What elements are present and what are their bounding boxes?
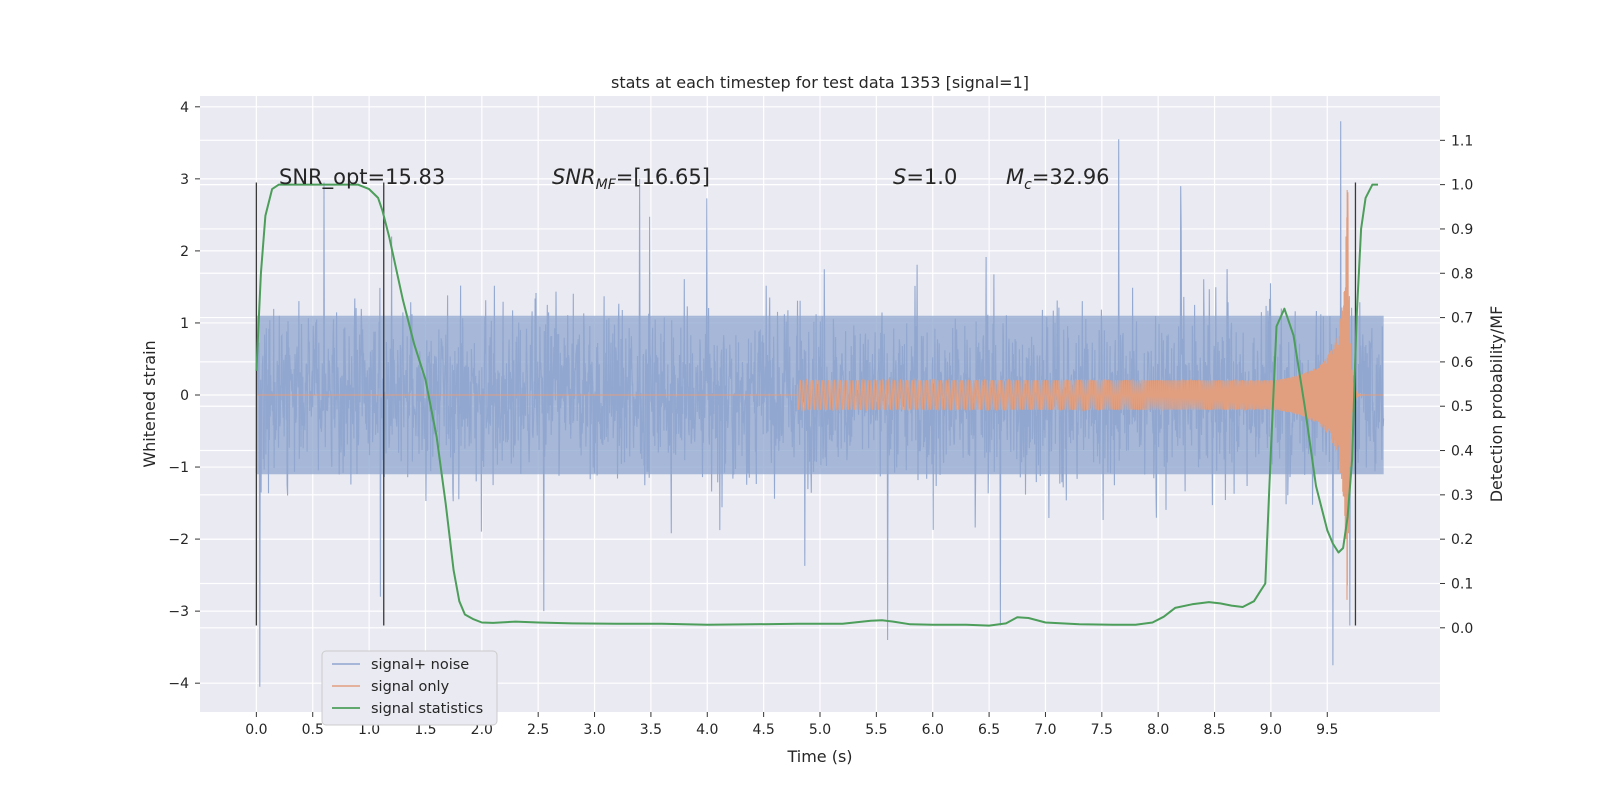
y-right-tick-label: 0.4: [1451, 444, 1473, 460]
annotation-snr-opt: SNR_opt=15.83: [279, 165, 445, 190]
x-tick-label: 5.5: [865, 722, 887, 738]
annotation-s: S=1.0: [893, 165, 957, 189]
stat-line: [255, 183, 1378, 627]
signal-trace: [256, 189, 1384, 600]
y-axis-ticks: 4 3 2 1 0 −1 −2 −3 −4: [168, 100, 200, 692]
x-tick-label: 2.0: [471, 722, 493, 738]
y-tick-label: 1: [180, 316, 189, 332]
x-tick-label: 1.0: [358, 722, 380, 738]
legend-label-stat: signal statistics: [371, 701, 483, 717]
x-tick-label: 9.5: [1316, 722, 1338, 738]
y-tick-label: −2: [168, 532, 189, 548]
x-tick-label: 0.5: [302, 722, 324, 738]
legend-label-signal: signal only: [371, 679, 450, 695]
annotations: SNR_opt=15.83 SNRMF=[16.65] S=1.0 Mc=32.…: [279, 165, 1110, 193]
legend-label-noise: signal+ noise: [371, 657, 469, 673]
y-tick-label: 3: [180, 172, 189, 188]
x-axis-ticks: 0.0 0.5 1.0 1.5 2.0 2.5 3.0 3.5 4.0 4.5 5.0 5.5 6.0 6…: [245, 712, 1338, 738]
y-tick-label: 4: [180, 100, 189, 116]
x-tick-label: 8.0: [1147, 722, 1169, 738]
y-right-tick-label: 0.2: [1451, 532, 1473, 548]
x-tick-label: 7.5: [1091, 722, 1113, 738]
y-right-tick-label: 0.7: [1451, 311, 1473, 327]
y-tick-label: −1: [168, 460, 189, 476]
y-axis-title: Whitened strain: [140, 340, 159, 467]
y-tick-label: −3: [168, 604, 189, 620]
x-tick-label: 1.5: [414, 722, 436, 738]
y-right-tick-label: 0.5: [1451, 399, 1473, 415]
stat-trace: [255, 183, 1378, 627]
legend: signal+ noise signal only signal statist…: [321, 650, 498, 726]
y-axis-right-ticks: 1.1 1.0 0.9 0.8 0.7 0.6 0.5 0.4 0.3 0.2 0.1 0.0: [1440, 133, 1473, 637]
x-tick-label: 4.0: [696, 722, 718, 738]
annotation-mc: Mc=32.96: [1006, 165, 1110, 193]
chart-title: stats at each timestep for test data 135…: [611, 73, 1029, 92]
x-tick-label: 2.5: [527, 722, 549, 738]
x-tick-label: 0.0: [245, 722, 267, 738]
y-right-tick-label: 0.1: [1451, 576, 1473, 592]
y-right-tick-label: 1.0: [1451, 178, 1473, 194]
y-axis-right-title: Detection probability/MF: [1487, 306, 1506, 503]
x-tick-label: 5.0: [809, 722, 831, 738]
x-tick-label: 7.0: [1034, 722, 1056, 738]
marker-lines: [255, 182, 1357, 626]
x-tick-label: 4.5: [753, 722, 775, 738]
x-tick-label: 6.0: [922, 722, 944, 738]
x-axis-title: Time (s): [786, 747, 852, 766]
y-right-tick-label: 0.8: [1451, 266, 1473, 282]
x-tick-label: 8.5: [1203, 722, 1225, 738]
y-right-tick-label: 0.9: [1451, 222, 1473, 238]
y-tick-label: 0: [180, 388, 189, 404]
y-tick-label: −4: [168, 676, 189, 692]
signal-line: [256, 189, 1384, 600]
y-right-tick-label: 0.0: [1451, 621, 1473, 637]
legend-box: [321, 650, 498, 726]
x-tick-label: 3.5: [640, 722, 662, 738]
x-tick-label: 3.0: [583, 722, 605, 738]
y-right-tick-label: 1.1: [1451, 133, 1473, 149]
x-tick-label: 9.0: [1260, 722, 1282, 738]
y-right-tick-label: 0.6: [1451, 355, 1473, 371]
y-tick-label: 2: [180, 244, 189, 260]
annotation-snr-mf: SNRMF=[16.65]: [552, 165, 710, 193]
x-tick-label: 6.5: [978, 722, 1000, 738]
y-right-tick-label: 0.3: [1451, 488, 1473, 504]
